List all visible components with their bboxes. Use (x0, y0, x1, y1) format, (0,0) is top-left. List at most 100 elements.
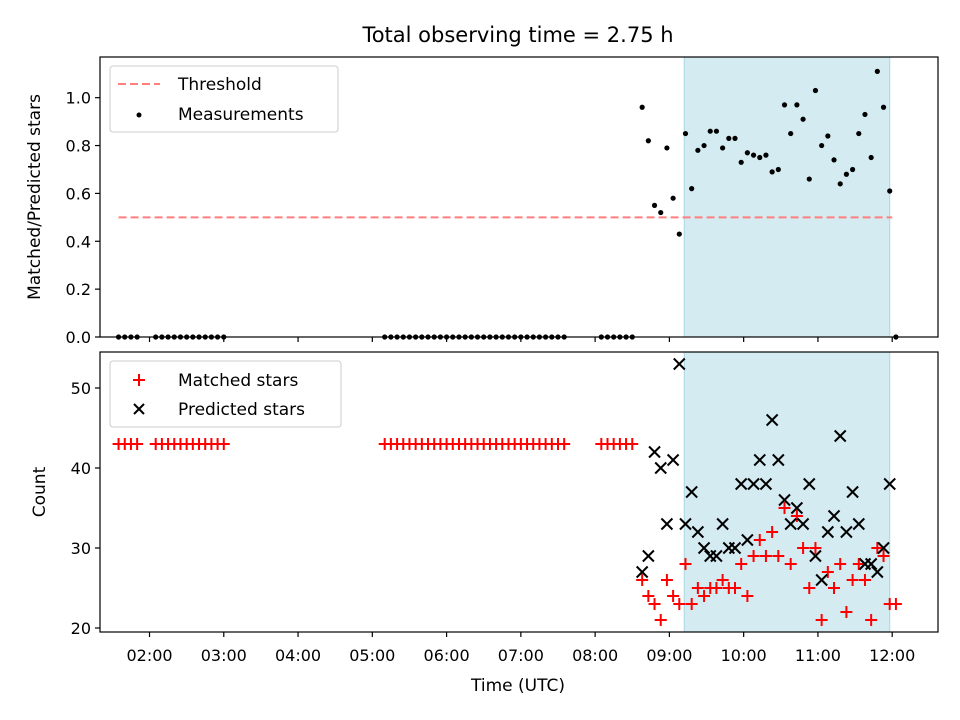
matched-star-point (636, 574, 649, 586)
top-ylabel: Matched/Predicted stars (25, 94, 45, 300)
x-tick-label: 05:00 (349, 646, 395, 665)
measurement-point (732, 135, 738, 141)
predicted-star-point (790, 501, 804, 515)
predicted-star-point (796, 517, 810, 531)
matched-star-point (131, 438, 144, 450)
measurement-point (831, 157, 837, 163)
legend-measurements-swatch (136, 112, 142, 118)
measurement-point (819, 142, 825, 149)
matched-star-point (815, 614, 828, 626)
measurement-point (645, 138, 651, 144)
legend-threshold-label: Threshold (177, 75, 262, 95)
predicted-star-point (877, 541, 890, 555)
matched-star-point (803, 582, 816, 594)
x-tick-label: 06:00 (424, 646, 470, 665)
matched-star-point (741, 590, 754, 602)
predicted-star-point (871, 565, 884, 579)
matched-star-point (865, 614, 878, 626)
legend-predicted-label: Predicted stars (178, 400, 305, 420)
matched-star-point (679, 558, 692, 570)
matched-star-point (753, 534, 766, 546)
measurement-point (639, 104, 645, 110)
matched-star-point (809, 542, 822, 554)
matched-star-point (648, 598, 661, 610)
measurement-point (695, 147, 701, 153)
measurement-point (689, 186, 695, 192)
measurement-point (726, 135, 732, 141)
predicted-star-point (734, 477, 748, 491)
measurement-point (763, 152, 769, 158)
predicted-star-point (778, 493, 791, 507)
x-tick-label: 10:00 (721, 646, 767, 665)
predicted-star-point (815, 573, 828, 587)
predicted-star-point (673, 357, 686, 371)
measurement-point (757, 154, 763, 161)
predicted-star-point (666, 453, 680, 467)
measurement-point (682, 130, 689, 137)
predicted-star-point (784, 517, 797, 531)
matched-star-point (667, 590, 680, 602)
matched-star-point (790, 510, 803, 522)
observing-span (683, 351, 891, 633)
matched-star-point (766, 526, 779, 538)
y-tick-label: 20 (71, 619, 91, 638)
predicted-star-point (759, 477, 773, 491)
measurement-point (701, 142, 707, 149)
matched-star-point (871, 542, 884, 554)
measurement-point (707, 128, 713, 134)
top-legend: Threshold Measurements (109, 65, 339, 133)
bottom-panel: 20 30 40 50 02:00 03:00 04:00 05:00 06:00 07:00 0… (30, 351, 939, 696)
legend-predicted-swatch (133, 403, 145, 415)
matched-star-point (642, 590, 655, 602)
matched-star-point (685, 598, 698, 610)
matched-star-point (784, 558, 797, 570)
top-panel: 0.0 0.2 0.4 0.6 0.8 1.0 Matched/Predicted sta… (25, 56, 939, 347)
measurement-point (750, 152, 757, 158)
measurement-point (738, 159, 744, 165)
legend-measurements-label: Measurements (178, 105, 304, 125)
predicted-star-point (642, 549, 655, 563)
measurement-point (800, 116, 806, 122)
measurement-point (781, 102, 788, 108)
matched-star-point (691, 582, 704, 594)
measurement-point (880, 104, 887, 110)
matched-star-point (889, 598, 902, 610)
measurement-point (806, 176, 812, 182)
matched-star-point (698, 590, 711, 602)
y-tick-label: 0.6 (66, 184, 91, 203)
y-tick-label: 40 (71, 459, 91, 478)
measurement-point (720, 145, 726, 151)
predicted-star-point (765, 413, 779, 427)
predicted-star-point (834, 429, 847, 443)
predicted-star-point (728, 541, 742, 555)
measurement-point (658, 209, 664, 216)
predicted-star-point (840, 525, 853, 539)
matched-star-point (654, 614, 667, 626)
x-tick-label: 12:00 (869, 646, 915, 665)
predicted-star-point (679, 517, 692, 531)
top-axes-frame (99, 56, 939, 338)
predicted-star-point (864, 557, 878, 571)
x-tick-label: 03:00 (201, 646, 247, 665)
predicted-star-point (710, 549, 723, 563)
measurement-point (670, 195, 676, 201)
measurement-point (775, 166, 781, 173)
measurement-point (744, 150, 750, 156)
legend-matched-swatch (133, 374, 145, 386)
matched-star-point (735, 558, 748, 570)
predicted-star-point (635, 565, 649, 579)
matched-star-point (217, 438, 230, 450)
matched-star-point (759, 550, 772, 562)
matched-star-point (673, 598, 686, 610)
measurement-point (837, 181, 843, 187)
bottom-legend: Matched stars Predicted stars (109, 360, 342, 428)
predicted-star-point (809, 549, 822, 563)
measurement-point (664, 145, 670, 151)
predicted-star-point (753, 453, 766, 467)
matched-star-point (852, 558, 865, 570)
measurement-point (887, 188, 893, 194)
matched-star-point (877, 550, 890, 562)
x-tick-label: 09:00 (646, 646, 692, 665)
measurement-point (794, 102, 800, 108)
